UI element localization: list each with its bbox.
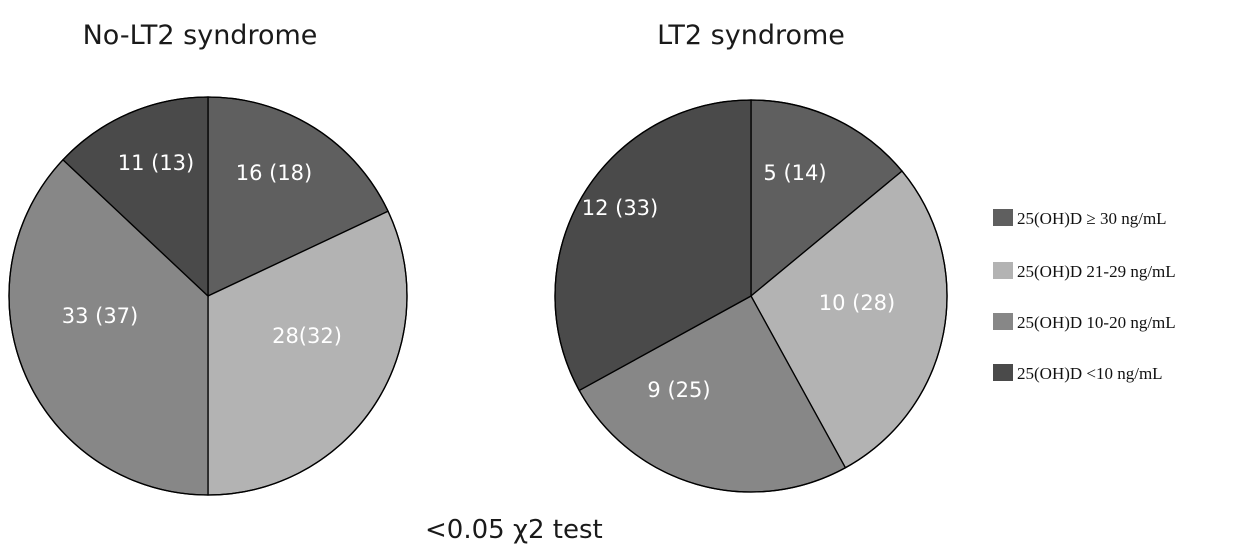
legend-swatch [993,364,1013,381]
slice-label-lt2-2: 9 (25) [647,378,710,402]
legend-item: 25(OH)D 10-20 ng/mL [993,313,1176,332]
pie-title-no-lt2: No-LT2 syndrome [83,20,318,51]
legend-item: 25(OH)D ≥ 30 ng/mL [993,209,1167,228]
slice-label-no-lt2-1: 28(32) [272,324,342,348]
legend-label: 25(OH)D <10 ng/mL [1017,364,1163,383]
legend: 25(OH)D ≥ 30 ng/mL 25(OH)D 21-29 ng/mL 2… [993,209,1176,383]
slice-label-no-lt2-0: 16 (18) [236,161,313,185]
slice-label-lt2-3: 12 (33) [582,196,659,220]
pie-chart-lt2: LT2 syndrome 5 (14) 10 (28) 9 (25) 12 (33) [554,20,948,493]
legend-label: 25(OH)D ≥ 30 ng/mL [1017,209,1167,228]
slice-label-no-lt2-3: 11 (13) [118,151,195,175]
slice-label-lt2-1: 10 (28) [819,291,896,315]
legend-item: 25(OH)D <10 ng/mL [993,364,1163,383]
slice-label-lt2-0: 5 (14) [763,161,826,185]
slice-label-no-lt2-2: 33 (37) [62,304,139,328]
pie-chart-no-lt2: No-LT2 syndrome 16 (18) 28(32) 33 (37) 11 (… [8,20,408,496]
pie-title-lt2: LT2 syndrome [657,20,845,51]
pie-outline-lt2 [554,99,948,493]
pie-outline-no-lt2 [8,96,408,496]
legend-label: 25(OH)D 10-20 ng/mL [1017,313,1176,332]
legend-swatch [993,209,1013,226]
legend-swatch [993,313,1013,330]
legend-label: 25(OH)D 21-29 ng/mL [1017,262,1176,281]
legend-item: 25(OH)D 21-29 ng/mL [993,262,1176,281]
legend-swatch [993,262,1013,279]
footnote: <0.05 χ2 test [425,515,603,545]
